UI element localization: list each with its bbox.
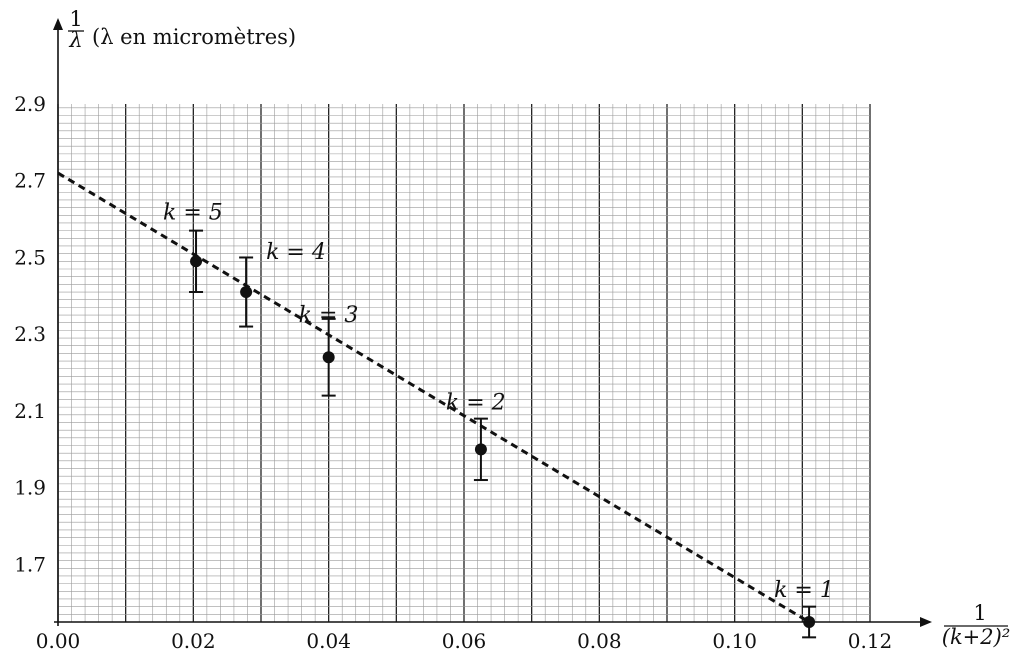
y-tick-label: 2.1: [14, 399, 46, 423]
x-tick-label: 0.10: [712, 629, 757, 653]
x-tick-label: 0.06: [442, 629, 487, 653]
y-tick-label: 1.7: [14, 552, 46, 576]
fit-line: [57, 171, 810, 624]
data-point: [190, 255, 203, 268]
point-label: k = 3: [299, 303, 359, 328]
x-axis-title-denominator: (k+2)²: [942, 625, 1011, 649]
point-label: k = 5: [163, 200, 223, 225]
y-tick-label: 1.9: [14, 476, 46, 500]
y-axis-symbol-numerator: 1: [69, 7, 82, 31]
point-label: k = 1: [774, 578, 834, 603]
y-tick-label: 2.7: [14, 169, 46, 193]
x-tick-label: 0.02: [171, 629, 216, 653]
y-axis-title: (λ en micromètres): [92, 25, 296, 49]
data-point: [240, 286, 253, 299]
x-tick-label: 0.08: [577, 629, 622, 653]
y-axis-symbol-denominator: λ: [68, 28, 82, 52]
axes: [53, 18, 932, 627]
axis-titles: 1 λ (λ en micromètres) 1 (k+2)²: [68, 7, 1010, 649]
x-tick-label: 0.12: [848, 629, 893, 653]
x-tick-label: 0.04: [306, 629, 351, 653]
fit-line-dashed: [57, 171, 810, 624]
y-tick-label: 2.3: [14, 322, 46, 346]
point-label: k = 4: [266, 240, 326, 265]
y-tick-label: 2.5: [14, 245, 46, 269]
y-axis-arrow: [53, 18, 63, 30]
y-tick-label: 2.9: [14, 92, 46, 116]
tick-labels: 0.00 0.02 0.04 0.06 0.08 0.10 0.12 1.7 1.9 2.1 2.3…: [14, 92, 892, 653]
data-point: [474, 443, 487, 456]
data-points: k = 1 k = 2 k = 3 k = 4 k = 5: [163, 200, 834, 639]
grid: [57, 104, 871, 623]
x-axis-title-numerator: 1: [973, 601, 986, 625]
x-axis-arrow: [920, 617, 932, 627]
x-tick-label: 0.00: [36, 629, 81, 653]
data-point: [322, 351, 335, 364]
point-label: k = 2: [446, 390, 506, 415]
